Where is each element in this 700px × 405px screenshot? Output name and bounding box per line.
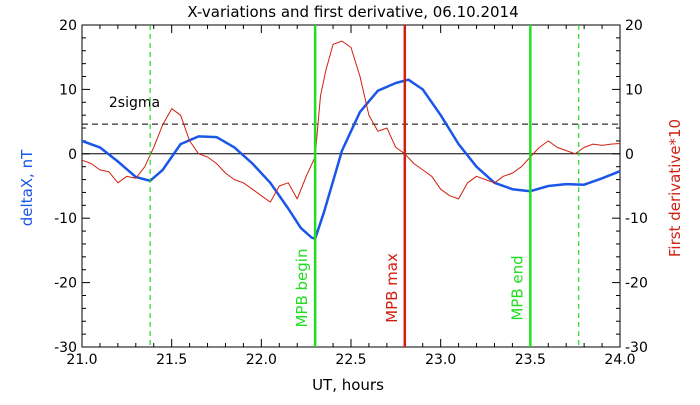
marker-label: MPB end <box>508 255 526 320</box>
y-right-tick-label: -30 <box>625 340 648 356</box>
x-tick-label: 21.0 <box>66 352 97 368</box>
x-axis-label: UT, hours <box>312 376 384 394</box>
series-group <box>81 40 621 241</box>
x-tick-label: 22.0 <box>246 352 277 368</box>
axes-group: 21.0 21.5 22.0 22.5 23.0 23.5 24.0-30-20-10010… <box>54 18 648 368</box>
sigma-label: 2sigma <box>109 95 160 111</box>
y-left-tick-label: 20 <box>59 18 77 34</box>
y-right-tick-label: -20 <box>625 276 648 292</box>
y-left-tick-label: -10 <box>54 211 77 227</box>
y-right-tick-label: -10 <box>625 211 648 227</box>
marker-label: MPB max <box>383 253 401 323</box>
derivative-series-line <box>81 40 621 203</box>
y-right-tick-label: 20 <box>625 18 643 34</box>
x-tick-label: 23.5 <box>515 352 546 368</box>
right-y-axis-label: First derivative*10 <box>666 119 684 257</box>
x-tick-label: 24.0 <box>604 352 635 368</box>
chart-title: X-variations and first derivative, 06.10… <box>187 3 518 21</box>
markers-group: MPB begin MPB max MPB end <box>149 25 580 347</box>
y-left-tick-label: -30 <box>54 340 77 356</box>
left-y-axis-label: deltaX, nT <box>18 149 36 226</box>
deltaX-series-line <box>81 78 621 241</box>
marker-label: MPB begin <box>293 249 311 328</box>
y-right-tick-label: 0 <box>625 147 634 163</box>
x-tick-label: 22.5 <box>335 352 366 368</box>
y-left-tick-label: 10 <box>59 82 77 98</box>
plot-frame <box>81 24 621 348</box>
y-left-tick-label: -20 <box>54 276 77 292</box>
x-tick-label: 21.5 <box>156 352 187 368</box>
y-right-tick-label: 10 <box>625 82 643 98</box>
y-left-tick-label: 0 <box>68 147 77 163</box>
x-tick-label: 23.0 <box>425 352 456 368</box>
